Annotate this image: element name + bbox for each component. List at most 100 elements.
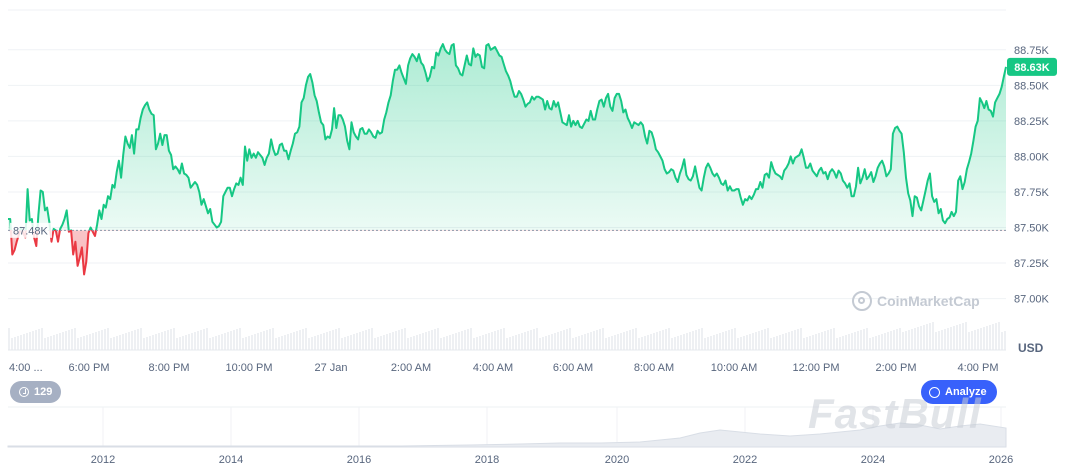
volume-bar (155, 334, 157, 350)
volume-bar (347, 336, 349, 350)
volume-bar (554, 333, 556, 350)
volume-bar (857, 331, 859, 350)
y-tick-label: 87.50K (1014, 223, 1050, 235)
volume-bar (701, 328, 703, 350)
volume-bar (875, 336, 877, 350)
volume-bar (728, 330, 730, 350)
volume-bar (608, 337, 610, 350)
navigator-tick-label: 2026 (989, 454, 1013, 466)
volume-bar (671, 338, 673, 350)
volume-bar (953, 326, 955, 350)
volume-bar (779, 335, 781, 350)
volume-bar (986, 326, 988, 350)
volume-bar (482, 335, 484, 350)
volume-bar (983, 327, 985, 350)
analyze-button[interactable]: Analyze (921, 380, 997, 404)
volume-bar (872, 337, 874, 350)
volume-bar (317, 335, 319, 350)
volume-bar (176, 338, 178, 350)
volume-bar (470, 328, 472, 350)
volume-bar (992, 324, 994, 350)
volume-bar (707, 337, 709, 350)
volume-bar (134, 330, 136, 350)
volume-bar (407, 338, 409, 350)
y-tick-label: 88.25K (1014, 116, 1050, 128)
navigator-tick-label: 2014 (219, 454, 243, 466)
volume-bar (56, 334, 58, 350)
volume-bar (536, 328, 538, 350)
volume-bar (251, 335, 253, 350)
site-watermark: FastBull (808, 390, 982, 437)
volume-bar (896, 329, 898, 350)
range-navigator[interactable]: 2012 2014 2016 2018 2020 2022 2024 2026 (7, 406, 1013, 466)
volume-bar (221, 334, 223, 350)
volume-bar (209, 338, 211, 350)
volume-bar (200, 330, 202, 350)
volume-bar (59, 333, 61, 350)
volume-bar (929, 323, 931, 350)
volume-bar (947, 328, 949, 350)
volume-bar (662, 330, 664, 350)
volume-bar (548, 335, 550, 350)
current-price-label: 88.63K (1014, 62, 1050, 74)
volume-bar (107, 328, 109, 350)
volume-bar (62, 332, 64, 350)
volume-bar (161, 332, 163, 350)
volume-bar (77, 338, 79, 350)
volume-bar (695, 330, 697, 350)
volume-bar (341, 338, 343, 350)
volume-bar (371, 328, 373, 350)
history-button[interactable]: 129 (10, 381, 62, 403)
volume-bar (851, 333, 853, 350)
y-axis: 88.75K 88.50K 88.25K 88.00K 87.75K 87.50K 87.2… (1014, 45, 1050, 306)
volume-bar (386, 334, 388, 350)
volume-bar (806, 337, 808, 350)
volume-bar (95, 332, 97, 350)
volume-bar (65, 331, 67, 350)
volume-bar (965, 322, 967, 350)
volume-bar (254, 334, 256, 350)
volume-bar (632, 329, 634, 350)
volume-bar (299, 330, 301, 350)
volume-bar (914, 328, 916, 350)
volume-bar (950, 327, 952, 350)
volume-bar (602, 328, 604, 350)
volume-bar (236, 329, 238, 350)
x-tick-label: 10:00 AM (711, 362, 757, 374)
volume-bar (398, 330, 400, 350)
price-line-up (8, 43, 1007, 230)
volume-bar (812, 335, 814, 350)
navigator-tick-label: 2024 (861, 454, 885, 466)
x-axis: 4:00 ... 6:00 PM 8:00 PM 10:00 PM 27 Jan 2:00… (9, 362, 998, 374)
volume-bar (656, 332, 658, 350)
y-tick-label: 87.25K (1014, 258, 1050, 270)
volume-bar (413, 336, 415, 350)
volume-bar (344, 337, 346, 350)
volume-bar (776, 336, 778, 350)
volume-bar (683, 334, 685, 350)
volume-bar (1004, 331, 1006, 350)
volume-bar (902, 332, 904, 350)
volume-bar (362, 331, 364, 350)
volume-bar (785, 333, 787, 350)
x-tick-label: 27 Jan (314, 362, 347, 374)
volume-bar (839, 337, 841, 350)
volume-bar (590, 332, 592, 350)
y-tick-label: 88.75K (1014, 45, 1050, 57)
volume-bar (686, 333, 688, 350)
volume-bar (854, 332, 856, 350)
volume-bar (152, 335, 154, 350)
volume-bar (89, 334, 91, 350)
volume-bar (428, 331, 430, 350)
volume-bar (944, 329, 946, 350)
volume-bar (791, 331, 793, 350)
volume-bar (419, 334, 421, 350)
volume-bar (392, 332, 394, 350)
volume-bar (500, 329, 502, 350)
volume-bar (830, 329, 832, 350)
volume-bar (260, 332, 262, 350)
volume-bar (713, 335, 715, 350)
volume-bar (170, 329, 172, 350)
volume-bar (674, 337, 676, 350)
